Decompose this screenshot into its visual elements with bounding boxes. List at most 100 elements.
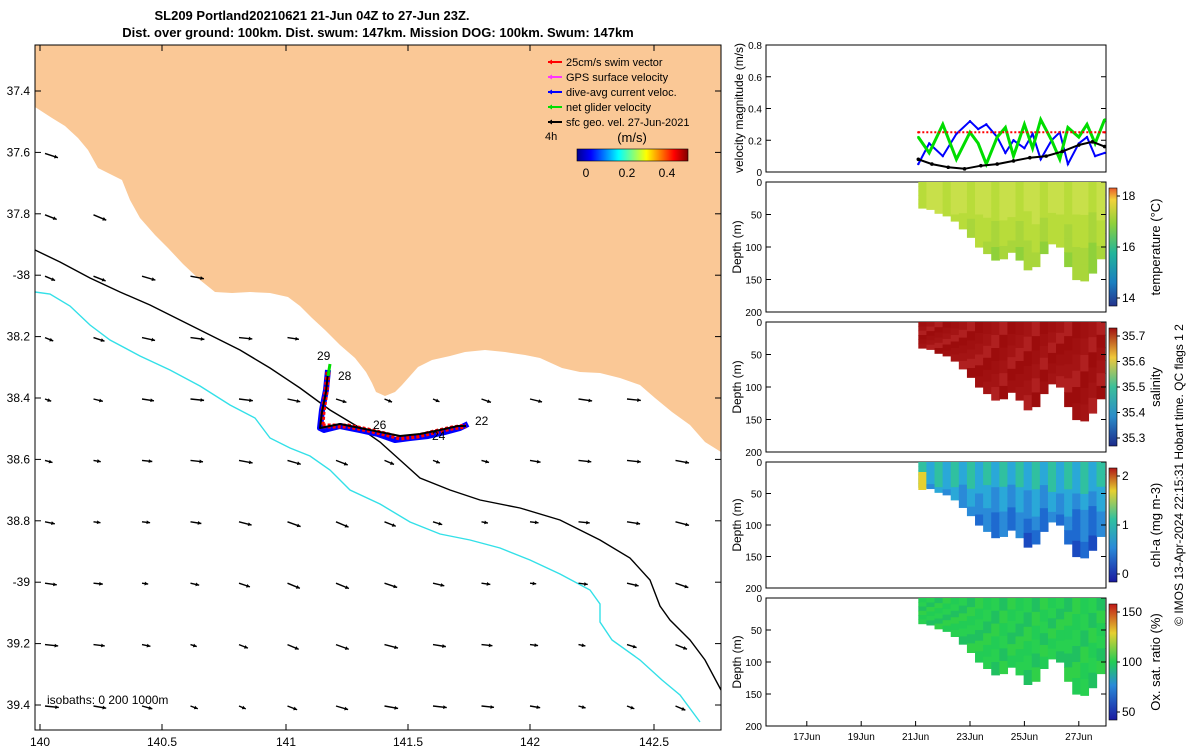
section-cell xyxy=(1064,530,1073,545)
geo-arrow-head xyxy=(151,277,156,281)
section-cell xyxy=(1072,230,1081,248)
velocity-point xyxy=(1039,158,1042,161)
section-cell xyxy=(1039,496,1049,509)
depth-tick-label: 150 xyxy=(745,690,762,701)
section-cell xyxy=(999,523,1009,537)
section-cell xyxy=(1007,193,1017,206)
depth-tick-label: 200 xyxy=(745,584,762,595)
geo-arrow-head xyxy=(243,645,248,649)
section-cell xyxy=(975,630,984,642)
section-cell xyxy=(958,345,968,354)
geo-arrow-head xyxy=(634,583,639,587)
section-cell xyxy=(1031,210,1041,225)
section-cell xyxy=(975,651,984,663)
section-cell xyxy=(942,603,952,610)
velocity-point xyxy=(1077,135,1081,139)
vel-tick-label-3: 0.6 xyxy=(748,73,762,84)
section-cell xyxy=(1064,182,1073,197)
section-cell xyxy=(934,472,944,478)
velocity-series-1 xyxy=(917,115,1106,169)
section-cell xyxy=(1080,371,1090,389)
section-cell xyxy=(1007,655,1017,668)
section-cell xyxy=(1031,252,1041,268)
lat-tick-label-6: 38.6 xyxy=(7,452,31,466)
section-cell xyxy=(983,357,992,371)
section-cell xyxy=(975,462,984,474)
section-cell xyxy=(918,466,928,471)
section-cell xyxy=(966,331,976,342)
section-cell xyxy=(950,598,960,605)
section-cell xyxy=(1007,598,1017,611)
velocity-point xyxy=(968,120,972,123)
geo-arrow-head xyxy=(484,520,488,525)
section-cell xyxy=(926,611,936,617)
section-cell xyxy=(1007,609,1017,622)
section-cell xyxy=(1096,322,1106,336)
lat-tick-label-7: 38.8 xyxy=(7,514,31,528)
glider-track xyxy=(317,363,470,443)
section-cell xyxy=(942,598,952,605)
section-cell xyxy=(918,330,928,336)
section-cell xyxy=(942,204,952,211)
section-cell xyxy=(1056,376,1065,388)
section-cell xyxy=(1047,608,1057,619)
section-cell xyxy=(1023,518,1033,534)
velocity-point xyxy=(1066,126,1070,129)
section-cell xyxy=(926,479,936,485)
geo-arrow-head xyxy=(246,583,250,588)
section-cell xyxy=(1096,220,1106,234)
section-cell xyxy=(991,361,1000,375)
velocity-point xyxy=(1058,158,1061,161)
velocity-point xyxy=(995,162,999,166)
section-cell xyxy=(1039,462,1049,475)
velocity-point xyxy=(1093,154,1097,158)
colorbar-label-chla: chl-a (mg m-3) xyxy=(1148,483,1163,568)
section-cell xyxy=(1072,214,1081,232)
section-cell xyxy=(950,182,960,190)
colorbar-tick-temperature-1: 16 xyxy=(1122,240,1136,254)
section-cell xyxy=(1072,247,1081,264)
section-cell xyxy=(1015,662,1025,676)
geo-arrow-head xyxy=(54,154,58,159)
velocity-point xyxy=(930,162,934,166)
geo-arrow-head xyxy=(295,336,299,341)
section-cell xyxy=(966,182,976,192)
velocity-point xyxy=(1060,149,1065,154)
section-cell xyxy=(1007,518,1017,531)
section-cell xyxy=(1007,357,1017,370)
section-cell xyxy=(934,598,944,604)
velocity-point xyxy=(1090,140,1095,144)
section-cell xyxy=(1031,392,1041,408)
colorbar-oxygen xyxy=(1108,603,1118,721)
velocity-point xyxy=(1103,131,1106,134)
geo-arrow-head xyxy=(684,584,689,589)
section-cell xyxy=(966,616,976,626)
geo-arrow-head xyxy=(487,399,491,403)
section-cell xyxy=(983,193,992,207)
colorbar-label-oxygen: Ox. sat. ratio (%) xyxy=(1148,613,1163,711)
section-cell xyxy=(1015,208,1025,222)
section-cell xyxy=(1064,224,1073,239)
section-cell xyxy=(1080,509,1090,527)
section-cell xyxy=(958,598,968,607)
section-cell xyxy=(1080,182,1090,200)
geo-arrow-head xyxy=(683,646,688,650)
section-cell xyxy=(1096,623,1106,637)
section-cell xyxy=(1096,523,1106,537)
section-cell xyxy=(926,195,936,201)
section-cell xyxy=(926,331,936,337)
geo-arrow-head xyxy=(637,398,641,402)
section-cell xyxy=(934,202,944,209)
section-cell xyxy=(975,203,984,216)
section-cell xyxy=(1056,225,1065,237)
section-cell xyxy=(991,348,1000,362)
section-cell xyxy=(1023,641,1033,657)
section-cell xyxy=(1080,477,1090,495)
section-cell xyxy=(991,623,1000,637)
section-cell xyxy=(1023,490,1033,506)
section-cell xyxy=(1047,182,1057,193)
section-cell xyxy=(1007,496,1017,508)
depth-ylabel: Depth (m) xyxy=(730,360,744,413)
legend-swatch-head-sfc_geo xyxy=(548,119,552,125)
